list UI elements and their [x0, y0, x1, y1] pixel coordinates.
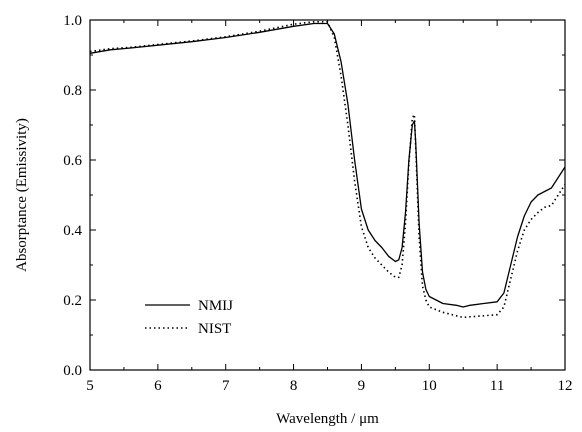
x-tick-label: 5	[86, 378, 94, 394]
y-tick-label: 1.0	[63, 13, 82, 29]
x-axis-title: Wavelength / μm	[276, 411, 379, 427]
series-line-nist	[89, 21, 566, 319]
series-layer	[89, 21, 566, 319]
plot-area-frame	[89, 19, 566, 371]
series-line-nmij	[89, 22, 566, 308]
y-tick-label: 0.0	[63, 363, 82, 379]
x-tick-label: 7	[222, 378, 230, 394]
x-tick-label: 12	[558, 378, 573, 394]
x-tick-label: 9	[358, 378, 366, 394]
legend: NMIJ NIST	[145, 298, 233, 337]
y-tick-label: 0.6	[63, 153, 82, 169]
legend-label-nist: NIST	[198, 321, 231, 337]
x-tick-label: 10	[422, 378, 437, 394]
tick-labels-layer: 5 6 7 8 9 10 11 12 0.0 0.2 0.4 0.6 0.8 1.0	[63, 13, 572, 394]
x-tick-label: 6	[154, 378, 162, 394]
x-tick-label: 11	[490, 378, 504, 394]
y-tick-label: 0.8	[63, 83, 82, 99]
y-tick-label: 0.4	[63, 223, 82, 239]
y-axis-title: Absorptance (Emissivity)	[14, 118, 30, 272]
legend-label-nmij: NMIJ	[198, 298, 233, 314]
y-tick-label: 0.2	[63, 293, 82, 309]
x-tick-label: 8	[290, 378, 298, 394]
ticks-layer	[89, 19, 566, 371]
